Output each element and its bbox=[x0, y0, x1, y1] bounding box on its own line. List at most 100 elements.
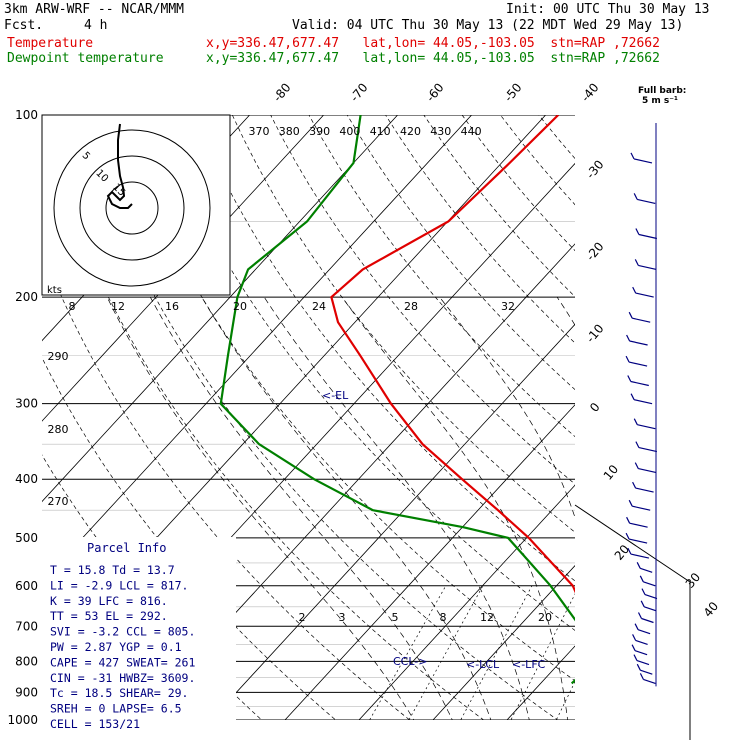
isotherm-line bbox=[643, 87, 740, 733]
dry-adiabat-line bbox=[666, 87, 740, 733]
isotherm-tick-label: 0 bbox=[587, 400, 603, 415]
equivalent-theta-tick-label: 28 bbox=[404, 300, 418, 313]
wind-barb bbox=[633, 654, 650, 666]
wind-barb bbox=[635, 441, 658, 453]
isotherm-tick-label: -40 bbox=[578, 80, 601, 104]
parcel-info-row: CAPE = 427 SWEAT= 261 bbox=[50, 655, 195, 669]
parcel-info-panel bbox=[42, 537, 236, 727]
pressure-tick-label: 100 bbox=[15, 108, 38, 122]
dewpoint-legend-label: Dewpoint temperature bbox=[7, 51, 164, 66]
dry-adiabat-line bbox=[42, 248, 411, 720]
isotherm-line bbox=[284, 404, 575, 720]
pressure-tick-label: 700 bbox=[15, 619, 38, 633]
theta-tick-label: 400 bbox=[339, 125, 360, 138]
isotherm-tick-label: -70 bbox=[347, 80, 370, 104]
dewpoint-location: x,y=336.47,677.47 lat,lon= 44.05,-103.05… bbox=[206, 51, 660, 66]
dry-adiabats bbox=[42, 87, 740, 733]
dry-adiabat-line bbox=[538, 115, 575, 160]
wind-barb bbox=[634, 259, 657, 270]
theta-tick-label: 290 bbox=[48, 350, 69, 363]
parcel-info-row: TT = 53 EL = 292. bbox=[50, 609, 168, 623]
pressure-tick-label: 400 bbox=[15, 472, 38, 486]
wind-barb bbox=[628, 499, 651, 511]
mixing-ratio-line bbox=[610, 586, 678, 733]
isotherm-tick-label: -10 bbox=[583, 321, 606, 345]
isotherm-tick-label: 30 bbox=[683, 570, 704, 591]
theta-tick-label: 390 bbox=[309, 125, 330, 138]
isotherm-line bbox=[42, 115, 325, 422]
wind-barb bbox=[628, 311, 651, 323]
theta-tick-label: 380 bbox=[279, 125, 300, 138]
theta-tick-label: 270 bbox=[48, 495, 69, 508]
parcel-info-title: Parcel Info bbox=[87, 541, 166, 555]
isotherm-line bbox=[432, 565, 575, 720]
hodograph-trace bbox=[106, 123, 133, 209]
forecast-hours: 4 h bbox=[84, 18, 108, 33]
isotherm-line bbox=[210, 323, 575, 720]
moist-adiabat-line bbox=[263, 296, 530, 720]
mixing-ratio-tick-label: 20 bbox=[538, 611, 552, 624]
parcel-info-row: SVI = -3.2 CCL = 805. bbox=[50, 625, 195, 639]
el-marker: <-EL bbox=[322, 389, 349, 402]
equivalent-theta-tick-label: 20 bbox=[233, 300, 247, 313]
pressure-tick-label: 200 bbox=[15, 290, 38, 304]
model-title: 3km ARW-WRF -- NCAR/MMM bbox=[4, 2, 185, 17]
isotherm-line bbox=[358, 484, 575, 720]
dry-adiabat-line bbox=[629, 87, 740, 733]
frame-edge bbox=[574, 504, 691, 740]
hodograph-panel bbox=[41, 114, 231, 296]
wind-barb bbox=[632, 481, 654, 493]
temperature-location: x,y=336.47,677.47 lat,lon= 44.05,-103.05… bbox=[206, 36, 660, 51]
isotherm-tick-label: 10 bbox=[601, 462, 622, 483]
theta-tick-label: 280 bbox=[48, 423, 69, 436]
init-time: Init: 00 UTC Thu 30 May 13 bbox=[506, 2, 710, 17]
mixing-ratio-tick-label: 3 bbox=[339, 611, 346, 624]
moist-adiabat-line bbox=[149, 296, 453, 720]
pressure-tick-label: 1000 bbox=[7, 713, 38, 727]
equivalent-theta-tick-label: 12 bbox=[111, 300, 125, 313]
dry-adiabat-line bbox=[231, 115, 575, 533]
wind-barb bbox=[634, 462, 657, 474]
equivalent-theta-tick-label: 32 bbox=[501, 300, 515, 313]
isotherm-line bbox=[717, 87, 740, 733]
hodograph-ring bbox=[79, 155, 185, 261]
wind-barbs-column bbox=[625, 123, 658, 687]
sounding-series bbox=[219, 115, 575, 685]
ccl-marker: CCL-> bbox=[393, 655, 427, 668]
dry-adiabat-line bbox=[346, 115, 575, 391]
isotherm-tick-label: 20 bbox=[612, 542, 633, 563]
wind-barb bbox=[625, 532, 648, 544]
isotherm-line bbox=[42, 115, 473, 583]
wind-barb bbox=[630, 152, 653, 164]
hodograph-units: kts bbox=[47, 285, 62, 296]
valid-time: Valid: 04 UTC Thu 30 May 13 (22 MDT Wed … bbox=[292, 18, 684, 33]
mixing-ratio-line bbox=[369, 585, 447, 720]
wind-barb bbox=[633, 418, 656, 430]
moist-adiabat-line bbox=[201, 296, 492, 720]
wind-barb bbox=[633, 193, 656, 204]
wind-barb bbox=[640, 600, 657, 612]
parcel-info-row: CIN = -31 HWBZ= 3609. bbox=[50, 671, 195, 685]
pressure-tick-label: 600 bbox=[15, 579, 38, 593]
wind-barb bbox=[635, 228, 658, 240]
dry-adiabat-line bbox=[117, 115, 575, 682]
moist-adiabat-line bbox=[106, 296, 415, 720]
dry-adiabat-line bbox=[385, 115, 575, 344]
wind-barb bbox=[636, 663, 653, 675]
theta-tick-label: 420 bbox=[400, 125, 421, 138]
forecast-label: Fcst. bbox=[4, 18, 44, 33]
isotherm-tick-label: -60 bbox=[423, 80, 446, 104]
mixing-ratio-tick-label: 5 bbox=[392, 611, 399, 624]
parcel-info-row: K = 39 LFC = 816. bbox=[50, 594, 168, 608]
dry-adiabat-line bbox=[703, 87, 740, 733]
wind-barb bbox=[631, 644, 648, 656]
series-temperature-line bbox=[330, 115, 575, 594]
mixing-ratio-line bbox=[555, 680, 575, 720]
isotherm-tick-label: -30 bbox=[583, 157, 606, 181]
dry-adiabat-line bbox=[499, 115, 575, 206]
wind-barb bbox=[626, 334, 648, 346]
wind-key-title: Full barb: bbox=[638, 86, 686, 96]
dry-adiabat-line bbox=[270, 115, 575, 485]
mixing-ratio-tick-label: 2 bbox=[299, 611, 306, 624]
